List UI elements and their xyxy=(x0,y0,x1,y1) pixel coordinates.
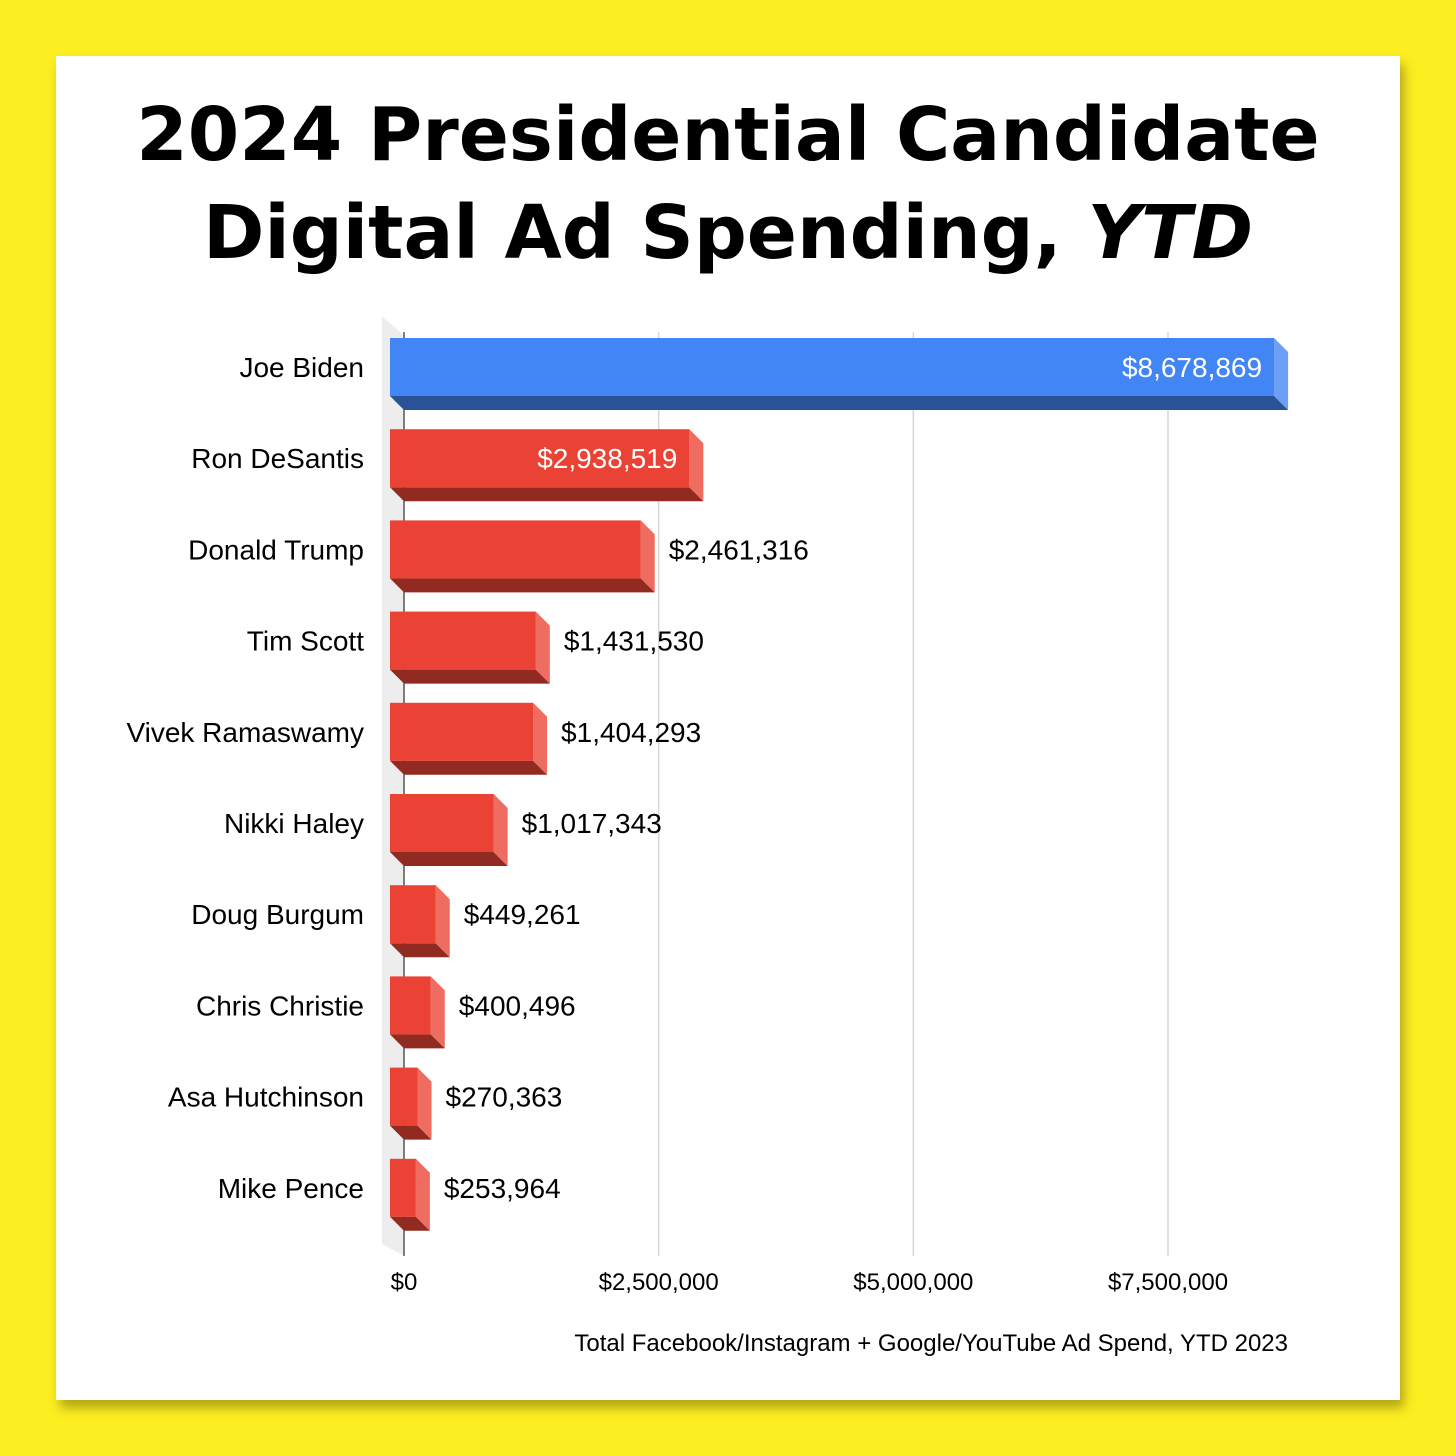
value-label: $2,461,316 xyxy=(669,534,809,565)
bar xyxy=(390,611,550,684)
bar-side-face xyxy=(640,520,655,593)
bar-bottom-face xyxy=(390,487,704,502)
bar xyxy=(390,885,450,958)
bar-front-face xyxy=(390,1158,416,1217)
value-label: $8,678,869 xyxy=(1122,352,1262,383)
title-line-2: Digital Ad Spending, YTD xyxy=(0,184,1456,282)
title-line-1: 2024 Presidential Candidate xyxy=(136,92,1320,178)
chart-card xyxy=(56,56,1400,1400)
bar-front-face xyxy=(390,520,641,579)
value-label: $253,964 xyxy=(444,1173,561,1204)
bar-side-face xyxy=(417,1067,432,1140)
bar-front-face xyxy=(390,702,534,761)
bar-bottom-face xyxy=(390,669,550,684)
bar-side-face xyxy=(493,794,508,866)
chart-title: 2024 Presidential Candidate Digital Ad S… xyxy=(0,86,1456,282)
bar-side-face xyxy=(533,702,548,775)
value-label: $2,938,519 xyxy=(537,443,677,474)
category-label: Nikki Haley xyxy=(224,808,364,839)
category-label: Tim Scott xyxy=(247,626,364,657)
bar xyxy=(390,702,548,775)
x-tick-label: $5,000,000 xyxy=(853,1269,973,1296)
value-label: $270,363 xyxy=(446,1082,563,1113)
bar-front-face xyxy=(390,794,494,852)
bar-side-face xyxy=(430,976,445,1049)
value-label: $1,404,293 xyxy=(561,717,701,748)
bar-bottom-face xyxy=(390,1216,430,1231)
value-label: $1,431,530 xyxy=(564,626,704,657)
bar xyxy=(390,338,1289,410)
bar-front-face xyxy=(390,338,1275,396)
bar-bottom-face xyxy=(390,396,1289,410)
title-line-2-main: Digital Ad Spending, xyxy=(202,190,1088,276)
bar xyxy=(390,429,704,502)
bar-side-face xyxy=(435,885,450,958)
value-label: $449,261 xyxy=(464,899,581,930)
category-label: Donald Trump xyxy=(188,534,364,565)
bar xyxy=(390,1067,432,1140)
category-label: Chris Christie xyxy=(196,990,364,1021)
bar-side-face xyxy=(1274,338,1289,410)
bars-layer xyxy=(390,338,1289,1231)
bar-side-face xyxy=(689,429,704,502)
bar-front-face xyxy=(390,429,690,488)
bar-front-face xyxy=(390,611,536,670)
chart-caption: Total Facebook/Instagram + Google/YouTub… xyxy=(574,1330,1288,1357)
bar-front-face xyxy=(390,885,436,944)
bar-bottom-face xyxy=(390,760,548,775)
category-label: Doug Burgum xyxy=(191,899,364,930)
bar xyxy=(390,976,445,1049)
x-tick-label: $2,500,000 xyxy=(599,1269,719,1296)
ticks-layer: $0 $2,500,000 $5,000,000 $7,500,000 xyxy=(391,1269,1228,1296)
bar-side-face xyxy=(415,1158,430,1231)
bar-bottom-face xyxy=(390,1125,432,1140)
bar xyxy=(390,520,655,593)
bar-side-face xyxy=(535,611,550,684)
category-label: Joe Biden xyxy=(239,352,364,383)
bar-bottom-face xyxy=(390,943,450,958)
category-label: Asa Hutchinson xyxy=(168,1082,364,1113)
category-label: Vivek Ramaswamy xyxy=(126,717,364,748)
value-label: $400,496 xyxy=(459,990,576,1021)
bar-front-face xyxy=(390,1067,418,1126)
bar-bottom-face xyxy=(390,578,655,593)
bar xyxy=(390,794,508,866)
bar-front-face xyxy=(390,976,431,1035)
bar-bottom-face xyxy=(390,1034,445,1049)
labels-layer: Joe Biden $8,678,869 Ron DeSantis $2,938,51… xyxy=(126,352,1262,1204)
value-label: $1,017,343 xyxy=(522,808,662,839)
x-tick-label: $0 xyxy=(391,1269,418,1296)
category-label: Ron DeSantis xyxy=(191,443,364,474)
category-label: Mike Pence xyxy=(218,1173,364,1204)
bar-bottom-face xyxy=(390,852,508,866)
x-tick-label: $7,500,000 xyxy=(1108,1269,1228,1296)
title-line-2-italic: YTD xyxy=(1087,190,1254,276)
bar xyxy=(390,1158,430,1231)
